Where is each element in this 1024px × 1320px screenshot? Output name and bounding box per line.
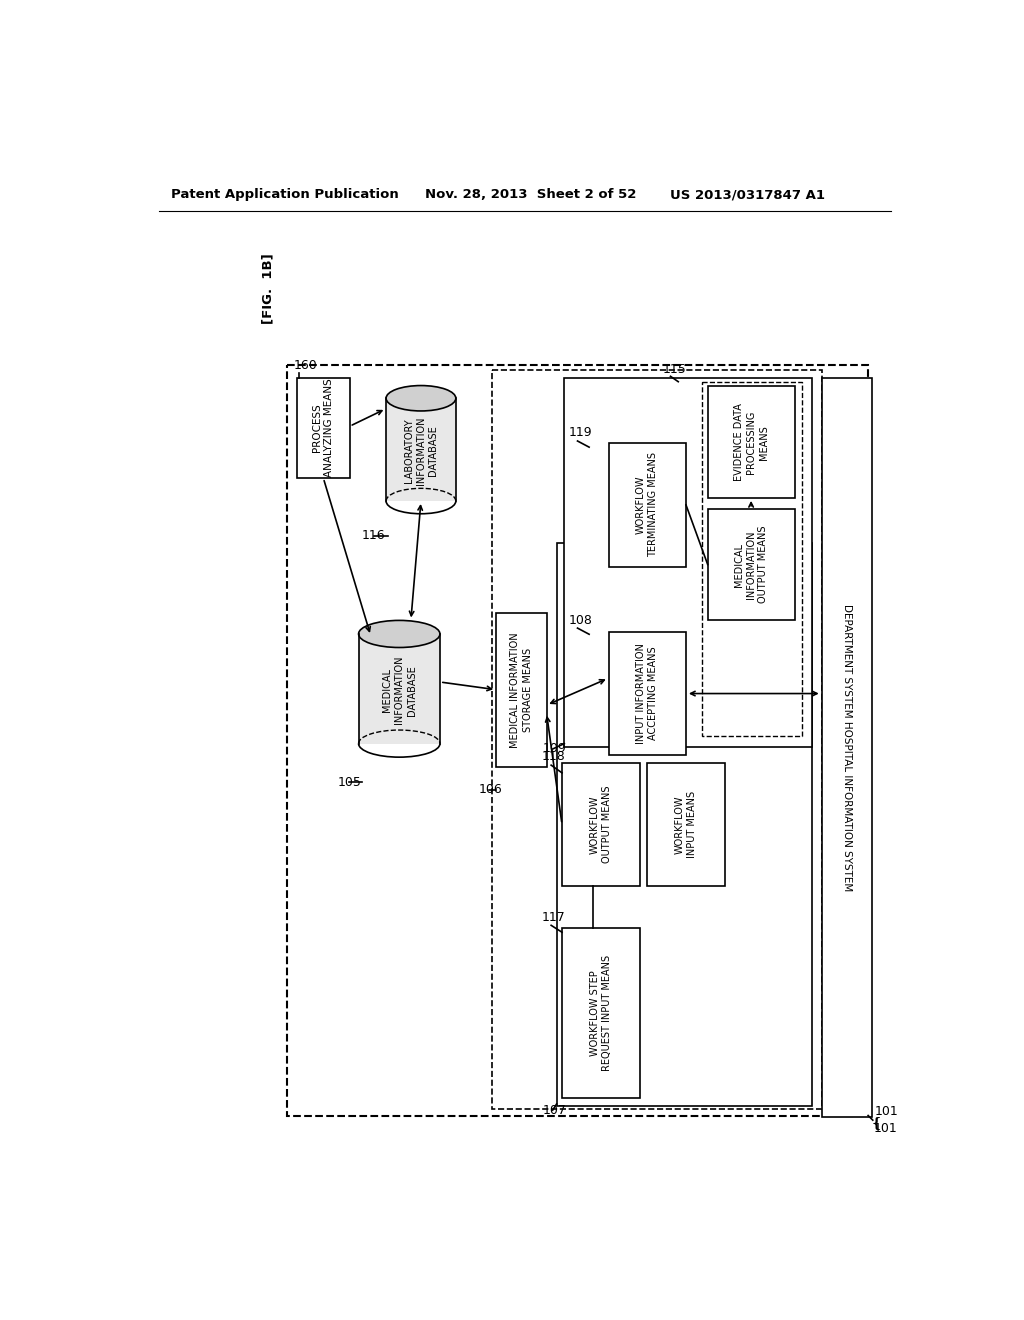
Text: 118: 118: [542, 750, 565, 763]
Text: MEDICAL
INFORMATION
DATABASE: MEDICAL INFORMATION DATABASE: [382, 656, 417, 725]
Text: 101: 101: [874, 1105, 898, 1118]
Text: Patent Application Publication: Patent Application Publication: [171, 187, 398, 201]
Text: EVIDENCE DATA
PROCESSING
MEANS: EVIDENCE DATA PROCESSING MEANS: [734, 403, 768, 480]
Text: WORKFLOW
INPUT MEANS: WORKFLOW INPUT MEANS: [675, 791, 697, 858]
Ellipse shape: [358, 620, 440, 648]
FancyBboxPatch shape: [562, 928, 640, 1098]
Text: ❴: ❴: [870, 1117, 882, 1131]
Text: 109: 109: [543, 742, 566, 755]
Text: 107: 107: [543, 1104, 566, 1117]
FancyBboxPatch shape: [821, 378, 872, 1117]
Text: LABORATORY
INFORMATION
DATABASE: LABORATORY INFORMATION DATABASE: [403, 417, 438, 486]
Text: 105: 105: [337, 776, 361, 788]
Text: 160: 160: [294, 359, 317, 372]
Text: US 2013/0317847 A1: US 2013/0317847 A1: [671, 187, 825, 201]
FancyBboxPatch shape: [708, 387, 795, 498]
FancyBboxPatch shape: [297, 378, 349, 478]
Text: 119: 119: [568, 426, 592, 440]
Text: 115: 115: [663, 363, 686, 376]
Text: INPUT INFORMATION
ACCEPTING MEANS: INPUT INFORMATION ACCEPTING MEANS: [636, 643, 658, 744]
Text: WORKFLOW STEP
REQUEST INPUT MEANS: WORKFLOW STEP REQUEST INPUT MEANS: [590, 956, 612, 1071]
FancyBboxPatch shape: [493, 370, 821, 1109]
Ellipse shape: [386, 385, 456, 411]
Text: MEDICAL
INFORMATION
OUTPUT MEANS: MEDICAL INFORMATION OUTPUT MEANS: [734, 525, 768, 603]
Text: MEDICAL INFORMATION
STORAGE MEANS: MEDICAL INFORMATION STORAGE MEANS: [510, 632, 532, 747]
FancyBboxPatch shape: [557, 544, 812, 1106]
Text: WORKFLOW
TERMINATING MEANS: WORKFLOW TERMINATING MEANS: [636, 453, 658, 557]
FancyBboxPatch shape: [608, 632, 686, 755]
Text: 108: 108: [568, 614, 592, 627]
Text: [FIG.  1B]: [FIG. 1B]: [261, 253, 274, 323]
Bar: [386, 399, 456, 502]
Text: Nov. 28, 2013  Sheet 2 of 52: Nov. 28, 2013 Sheet 2 of 52: [425, 187, 636, 201]
Bar: [358, 634, 440, 743]
Text: DEPARTMENT SYSTEM HOSPITAL INFORMATION SYSTEM: DEPARTMENT SYSTEM HOSPITAL INFORMATION S…: [842, 603, 852, 891]
FancyBboxPatch shape: [564, 378, 812, 747]
FancyBboxPatch shape: [608, 444, 686, 566]
FancyBboxPatch shape: [496, 612, 547, 767]
FancyBboxPatch shape: [701, 381, 802, 737]
FancyBboxPatch shape: [287, 364, 868, 1115]
Text: 101: 101: [873, 1122, 897, 1135]
Text: 106: 106: [479, 783, 503, 796]
Text: PROCESS
ANALYZING MEANS: PROCESS ANALYZING MEANS: [312, 379, 335, 478]
Text: WORKFLOW
OUTPUT MEANS: WORKFLOW OUTPUT MEANS: [590, 785, 612, 863]
FancyBboxPatch shape: [708, 508, 795, 620]
Text: 116: 116: [362, 529, 386, 543]
FancyBboxPatch shape: [562, 763, 640, 886]
Text: 117: 117: [542, 911, 565, 924]
FancyBboxPatch shape: [647, 763, 725, 886]
